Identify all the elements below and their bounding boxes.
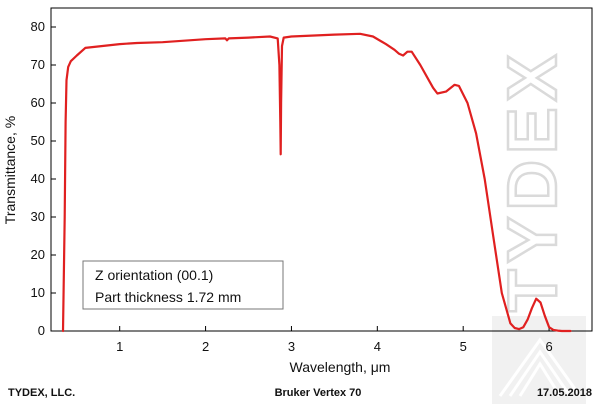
y-tick-label: 40: [31, 171, 45, 186]
x-tick-label: 3: [288, 339, 295, 354]
footer-company: TYDEX, LLC.: [8, 387, 75, 399]
x-tick-label: 2: [202, 339, 209, 354]
watermark-text: TYDEX: [493, 49, 571, 312]
footer-instrument: Bruker Vertex 70: [275, 387, 362, 399]
plot-frame: [50, 7, 593, 332]
footer-date: 17.05.2018: [537, 387, 592, 399]
y-tick-label: 70: [31, 57, 45, 72]
legend: Z orientation (00.1) Part thickness 1.72…: [82, 260, 284, 310]
series-layer: [61, 32, 572, 333]
y-tick-label: 20: [31, 247, 45, 262]
legend-box: [82, 260, 284, 310]
series-line-transmittance: [61, 32, 572, 333]
x-tick-label: 5: [460, 339, 467, 354]
x-tick-label: 6: [545, 339, 552, 354]
y-axis: 0 10 20 30 40 50 60 70 80: [31, 19, 56, 338]
x-tick-label: 1: [116, 339, 123, 354]
legend-line-thickness: Part thickness 1.72 mm: [95, 289, 241, 305]
watermark-emblem: [492, 316, 586, 404]
tydex-watermark: TYDEX: [492, 47, 586, 404]
y-tick-label: 80: [31, 19, 45, 34]
x-axis-label: Wavelength, μm: [290, 359, 391, 375]
y-tick-label: 60: [31, 95, 45, 110]
y-axis-label: Transmittance, %: [2, 116, 18, 224]
y-tick-label: 50: [31, 133, 45, 148]
x-axis: 1 2 3 4 5 6: [116, 326, 553, 354]
legend-line-orientation: Z orientation (00.1): [95, 267, 213, 283]
y-tick-label: 0: [38, 323, 45, 338]
y-tick-label: 30: [31, 209, 45, 224]
y-tick-label: 10: [31, 285, 45, 300]
x-tick-label: 4: [374, 339, 381, 354]
